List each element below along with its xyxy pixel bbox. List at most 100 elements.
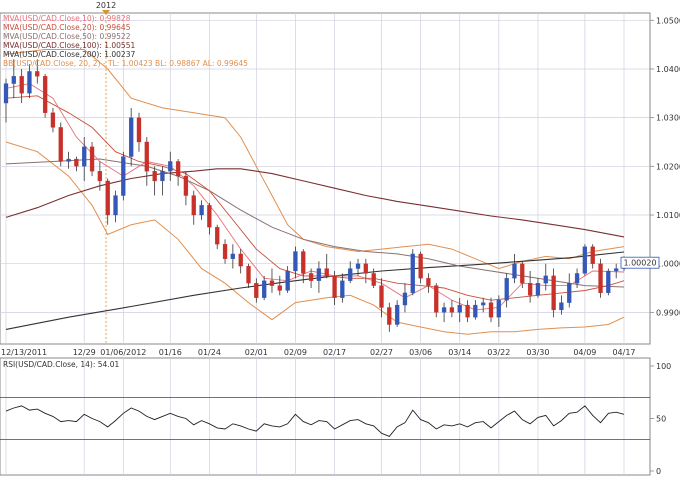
candle-body [238, 253, 243, 267]
candle-body [371, 273, 376, 286]
date-tick-label: 02/09 [284, 348, 307, 357]
date-tick-label: 01/16 [159, 348, 182, 357]
candle-body [50, 112, 56, 128]
candle-body [567, 283, 572, 303]
rsi-tick-label: 50 [656, 415, 666, 424]
price-tick-label: 1.0200 [656, 162, 680, 171]
candle-body [402, 292, 408, 306]
candle-body [551, 275, 556, 311]
candle-body [152, 171, 157, 182]
candle-body [473, 304, 478, 318]
candle-body [254, 283, 259, 298]
candle-body [175, 161, 181, 177]
candle-body [121, 156, 126, 196]
candle-body [230, 253, 236, 259]
candle-body [340, 280, 345, 298]
candle-body [113, 195, 118, 216]
candle-body [379, 285, 384, 308]
candle-body [512, 263, 517, 279]
candle-body [363, 263, 368, 274]
legend-ma100: MVA(USD/CAD.Close,100): 1.00551 [3, 41, 135, 50]
candle-body [387, 307, 392, 325]
candle-body [246, 265, 251, 284]
price-tick-label: 0.9900 [656, 308, 680, 317]
last-price-label: 1.00020 [623, 259, 656, 268]
candle-body [89, 146, 95, 172]
date-tick-label: 02/01 [245, 348, 268, 357]
date-tick-label: 03/14 [448, 348, 471, 357]
candle-body [441, 307, 447, 313]
price-panel [0, 12, 651, 345]
ma100-line [5, 168, 625, 238]
candle-body [410, 253, 415, 294]
candle-body [277, 285, 282, 291]
candle-series [3, 59, 627, 332]
candle-body [348, 268, 353, 281]
candle-body [543, 275, 548, 284]
candle-body [66, 158, 71, 162]
candle-body [144, 141, 149, 172]
candle-body [262, 280, 267, 298]
candle-body [465, 304, 470, 318]
candle-body [35, 71, 40, 77]
indicator-legend: MVA(USD/CAD.Close,10): 0.99828 MVA(USD/C… [3, 14, 248, 68]
candle-body [481, 302, 486, 306]
date-tick-label: 12/13/2011 [1, 348, 47, 357]
candle-body [535, 283, 541, 296]
candle-body [11, 76, 16, 84]
date-tick-label: 02/17 [323, 348, 346, 357]
rsi-label: RSI(USD/CAD.Close, 14): 54.01 [3, 360, 119, 369]
rsi-line [5, 405, 625, 437]
candle-body [394, 304, 400, 325]
candle-body [19, 76, 24, 94]
candle-body [457, 304, 462, 313]
candle-body [269, 280, 275, 286]
candle-body [324, 268, 329, 277]
candle-body [191, 195, 196, 216]
candle-body [449, 307, 455, 313]
candle-body [574, 273, 580, 284]
candle-body [27, 71, 32, 94]
candle-body [42, 76, 48, 113]
rsi-panel [0, 357, 651, 476]
date-axis: 12/13/2011 12/29 01/06/2012 01/16 01/24 02/01… [1, 348, 636, 357]
candle-body [520, 263, 525, 284]
candle-body [222, 244, 228, 259]
candle-body [301, 251, 306, 274]
candle-body [332, 275, 337, 298]
candle-body [136, 117, 142, 143]
rsi-tick-label: 0 [656, 467, 661, 476]
candle-body [559, 302, 564, 311]
candle-body [434, 285, 439, 313]
date-tick-label: 12/29 [73, 348, 96, 357]
legend-ma10: MVA(USD/CAD.Close,10): 0.99828 [3, 14, 131, 23]
price-tick-label: 1.0400 [656, 65, 680, 74]
date-tick-label: 03/22 [487, 348, 510, 357]
candle-body [355, 263, 361, 269]
date-tick-label: 03/06 [409, 348, 432, 357]
candle-body [496, 300, 501, 318]
date-tick-label: 04/17 [612, 348, 635, 357]
date-tick-label: 01/06/2012 [100, 348, 146, 357]
candle-body [418, 253, 423, 279]
date-tick-label: 02/27 [370, 348, 393, 357]
date-tick-label: 04/09 [573, 348, 596, 357]
candle-body [207, 205, 212, 228]
price-tick-label: 1.0100 [656, 211, 680, 220]
candle-body [97, 171, 103, 182]
candle-body [74, 158, 79, 167]
price-tick-label: 1.0300 [656, 114, 680, 123]
candle-body [590, 246, 595, 264]
candle-body [183, 175, 189, 196]
candle-body [168, 161, 173, 172]
legend-ma20: MVA(USD/CAD.Close,20): 0.99645 [3, 23, 131, 32]
bollinger-lower-line [5, 141, 625, 335]
candle-body [308, 273, 314, 281]
candle-body [82, 146, 87, 167]
year-marker: 2012 [96, 1, 116, 10]
candle-body [105, 180, 110, 216]
candle-body [598, 263, 603, 294]
